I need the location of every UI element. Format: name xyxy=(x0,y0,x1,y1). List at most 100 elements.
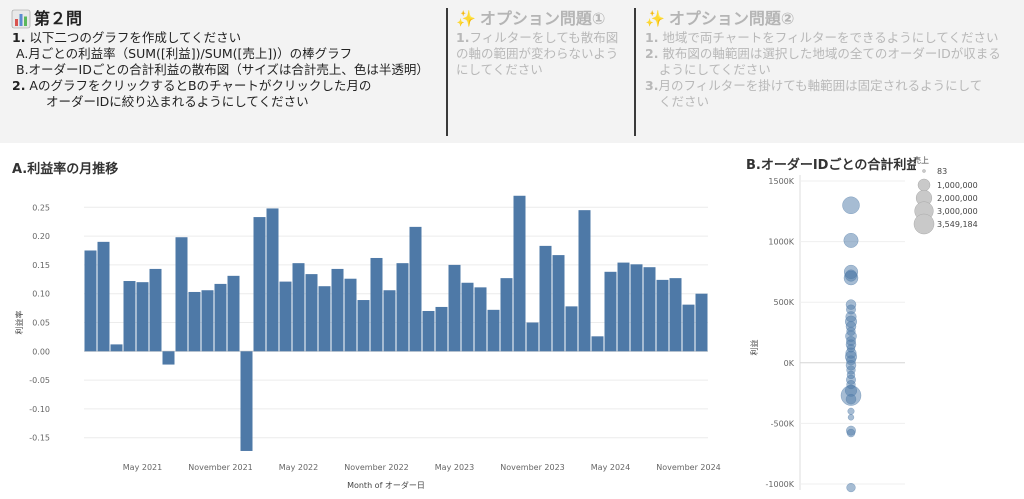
instruction-line: オーダーIDに絞り込まれるようにしてください xyxy=(12,94,442,110)
legend-size-marker xyxy=(913,213,935,235)
bar[interactable] xyxy=(331,268,344,352)
bar[interactable] xyxy=(695,293,708,352)
bar[interactable] xyxy=(604,271,617,352)
line-number: 1. xyxy=(456,30,470,45)
line-text: B.オーダーIDごとの合計利益の散布図（サイズは合計売上、色は半透明） xyxy=(16,62,429,77)
option-1-lines: 1.フィルターをしても散布図 の軸の範囲が変わらないよう にしてください xyxy=(456,30,631,78)
bar[interactable] xyxy=(253,217,266,352)
scatter-point[interactable] xyxy=(846,428,856,438)
bar[interactable] xyxy=(162,351,175,365)
bar[interactable] xyxy=(110,344,123,352)
line-text: フィルターをしても散布図 xyxy=(469,30,619,45)
line-text: AのグラフをクリックするとBのチャートがクリックした月の xyxy=(25,78,372,93)
line-text: A.月ごとの利益率（SUM([利益])/SUM([売上])）の棒グラフ xyxy=(16,46,353,61)
line-text: オーダーIDに絞り込まれるようにしてください xyxy=(46,94,309,109)
bar[interactable] xyxy=(357,300,370,352)
bar[interactable] xyxy=(617,262,630,352)
scatter-point[interactable] xyxy=(842,196,860,215)
y-tick-label: -0.10 xyxy=(29,405,50,414)
y-axis-label: 利益 xyxy=(749,340,759,356)
bar[interactable] xyxy=(266,208,279,352)
bar[interactable] xyxy=(188,291,201,352)
bar[interactable] xyxy=(539,245,552,352)
y-tick-label: 0.15 xyxy=(32,261,50,270)
scatter-point[interactable] xyxy=(843,232,859,248)
bar[interactable] xyxy=(591,336,604,352)
bar[interactable] xyxy=(318,286,331,352)
bar[interactable] xyxy=(409,226,422,352)
legend-size-marker xyxy=(922,169,926,173)
line-number: 3. xyxy=(645,78,659,93)
bar[interactable] xyxy=(526,322,539,352)
bar[interactable] xyxy=(669,278,682,352)
bar[interactable] xyxy=(552,255,565,352)
instruction-line: 1. 以下二つのグラフを作成してください xyxy=(12,30,442,46)
instruction-line: の軸の範囲が変わらないよう xyxy=(456,46,631,62)
option-1-title: ✨ オプション問題① xyxy=(456,9,606,28)
bar[interactable] xyxy=(84,250,97,352)
bar[interactable] xyxy=(435,306,448,352)
scatter-point[interactable] xyxy=(847,414,855,421)
bar[interactable] xyxy=(578,210,591,352)
bar[interactable] xyxy=(565,306,578,352)
bar[interactable] xyxy=(370,257,383,352)
line-text: ください xyxy=(659,94,710,109)
scatter-point[interactable] xyxy=(847,407,855,415)
line-text: の軸の範囲が変わらないよう xyxy=(456,46,619,61)
bar[interactable] xyxy=(643,267,656,352)
scatter-point[interactable] xyxy=(846,482,856,493)
bar[interactable] xyxy=(214,283,227,352)
x-tick-label: November 2021 xyxy=(188,463,253,472)
bar[interactable] xyxy=(227,275,240,352)
bar[interactable] xyxy=(396,263,409,352)
chart-a-title: A.利益率の月推移 xyxy=(12,162,119,177)
bar[interactable] xyxy=(487,309,500,352)
scatter-point[interactable] xyxy=(845,393,857,405)
bar[interactable] xyxy=(136,282,149,352)
bar[interactable] xyxy=(305,274,318,352)
bar[interactable] xyxy=(474,287,487,352)
y-tick-label: 0.05 xyxy=(32,319,50,328)
bar[interactable] xyxy=(500,278,513,352)
y-tick-label: -500K xyxy=(771,419,795,428)
bar[interactable] xyxy=(422,310,435,352)
bar[interactable] xyxy=(97,241,110,352)
bar[interactable] xyxy=(461,282,474,352)
scatter-point[interactable] xyxy=(844,269,858,282)
line-text: 月のフィルターを掛けても軸範囲は固定されるようにして xyxy=(658,78,983,93)
instruction-line: B.オーダーIDごとの合計利益の散布図（サイズは合計売上、色は半透明） xyxy=(12,62,442,78)
instruction-line: ようにしてください xyxy=(645,62,1015,78)
bar[interactable] xyxy=(448,264,461,352)
bar[interactable] xyxy=(292,263,305,352)
bar[interactable] xyxy=(279,281,292,352)
bar[interactable] xyxy=(175,237,188,352)
line-text: にしてください xyxy=(456,62,543,77)
y-axis-label: 利益率 xyxy=(14,311,24,335)
bar[interactable] xyxy=(240,351,253,451)
y-tick-label: 500K xyxy=(773,298,794,307)
instruction-line: ください xyxy=(645,94,1015,110)
chart-b-title: B.オーダーIDごとの合計利益 xyxy=(746,158,916,173)
y-tick-label: -1000K xyxy=(766,480,795,489)
y-tick-label: 1000K xyxy=(768,238,794,247)
bar[interactable] xyxy=(656,279,669,352)
bar[interactable] xyxy=(630,264,643,352)
instruction-line: 3.月のフィルターを掛けても軸範囲は固定されるようにして xyxy=(645,78,1015,94)
line-text: ようにしてください xyxy=(659,62,771,77)
instruction-line: A.月ごとの利益率（SUM([利益])/SUM([売上])）の棒グラフ xyxy=(12,46,442,62)
bar[interactable] xyxy=(149,268,162,352)
x-tick-label: November 2023 xyxy=(500,463,565,472)
bar[interactable] xyxy=(344,278,357,352)
bar[interactable] xyxy=(682,304,695,352)
bar[interactable] xyxy=(513,195,526,352)
line-number: 1. xyxy=(645,30,659,45)
bar[interactable] xyxy=(383,290,396,352)
line-text: 地域で両チャートをフィルターをできるようにしてください xyxy=(658,30,999,45)
instruction-line: 2. 散布図の軸範囲は選択した地域の全てのオーダーIDが収まる xyxy=(645,46,1015,62)
y-tick-label: -0.15 xyxy=(29,434,50,443)
bar[interactable] xyxy=(201,290,214,352)
bar[interactable] xyxy=(123,281,136,352)
divider xyxy=(446,8,448,136)
